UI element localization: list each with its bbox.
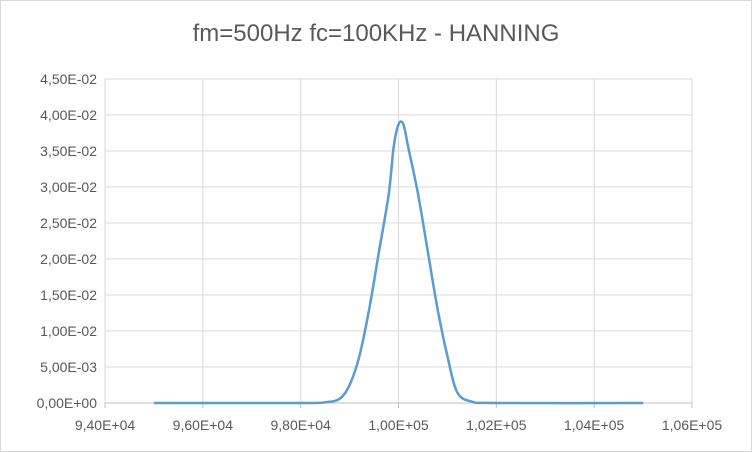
chart-title: fm=500Hz fc=100KHz - HANNING <box>192 20 560 47</box>
x-tick-label: 1,02E+05 <box>466 417 527 433</box>
y-tick-label: 0,00E+00 <box>37 395 98 411</box>
x-tick-label: 1,04E+05 <box>564 417 625 433</box>
series-line <box>153 120 644 405</box>
series-group <box>153 120 644 405</box>
y-tick-label: 1,50E-02 <box>40 287 97 303</box>
y-tick-label: 5,00E-03 <box>40 359 97 375</box>
x-tick-label: 1,00E+05 <box>368 417 429 433</box>
tick-labels: 0,00E+00 5,00E-03 1,00E-02 1,50E-02 2,00E-02… <box>37 71 723 433</box>
x-tick-label: 9,60E+04 <box>173 417 234 433</box>
x-tick-label: 9,80E+04 <box>270 417 331 433</box>
y-tick-label: 4,00E-02 <box>40 107 97 123</box>
y-tick-label: 2,00E-02 <box>40 251 97 267</box>
gridlines <box>105 78 693 403</box>
y-tick-label: 3,00E-02 <box>40 179 97 195</box>
y-tick-label: 1,00E-02 <box>40 323 97 339</box>
x-tick-label: 1,06E+05 <box>662 417 723 433</box>
y-tick-label: 3,50E-02 <box>40 143 97 159</box>
x-tick-label: 9,40E+04 <box>75 417 136 433</box>
y-tick-label: 2,50E-02 <box>40 215 97 231</box>
y-tick-label: 4,50E-02 <box>40 71 97 87</box>
